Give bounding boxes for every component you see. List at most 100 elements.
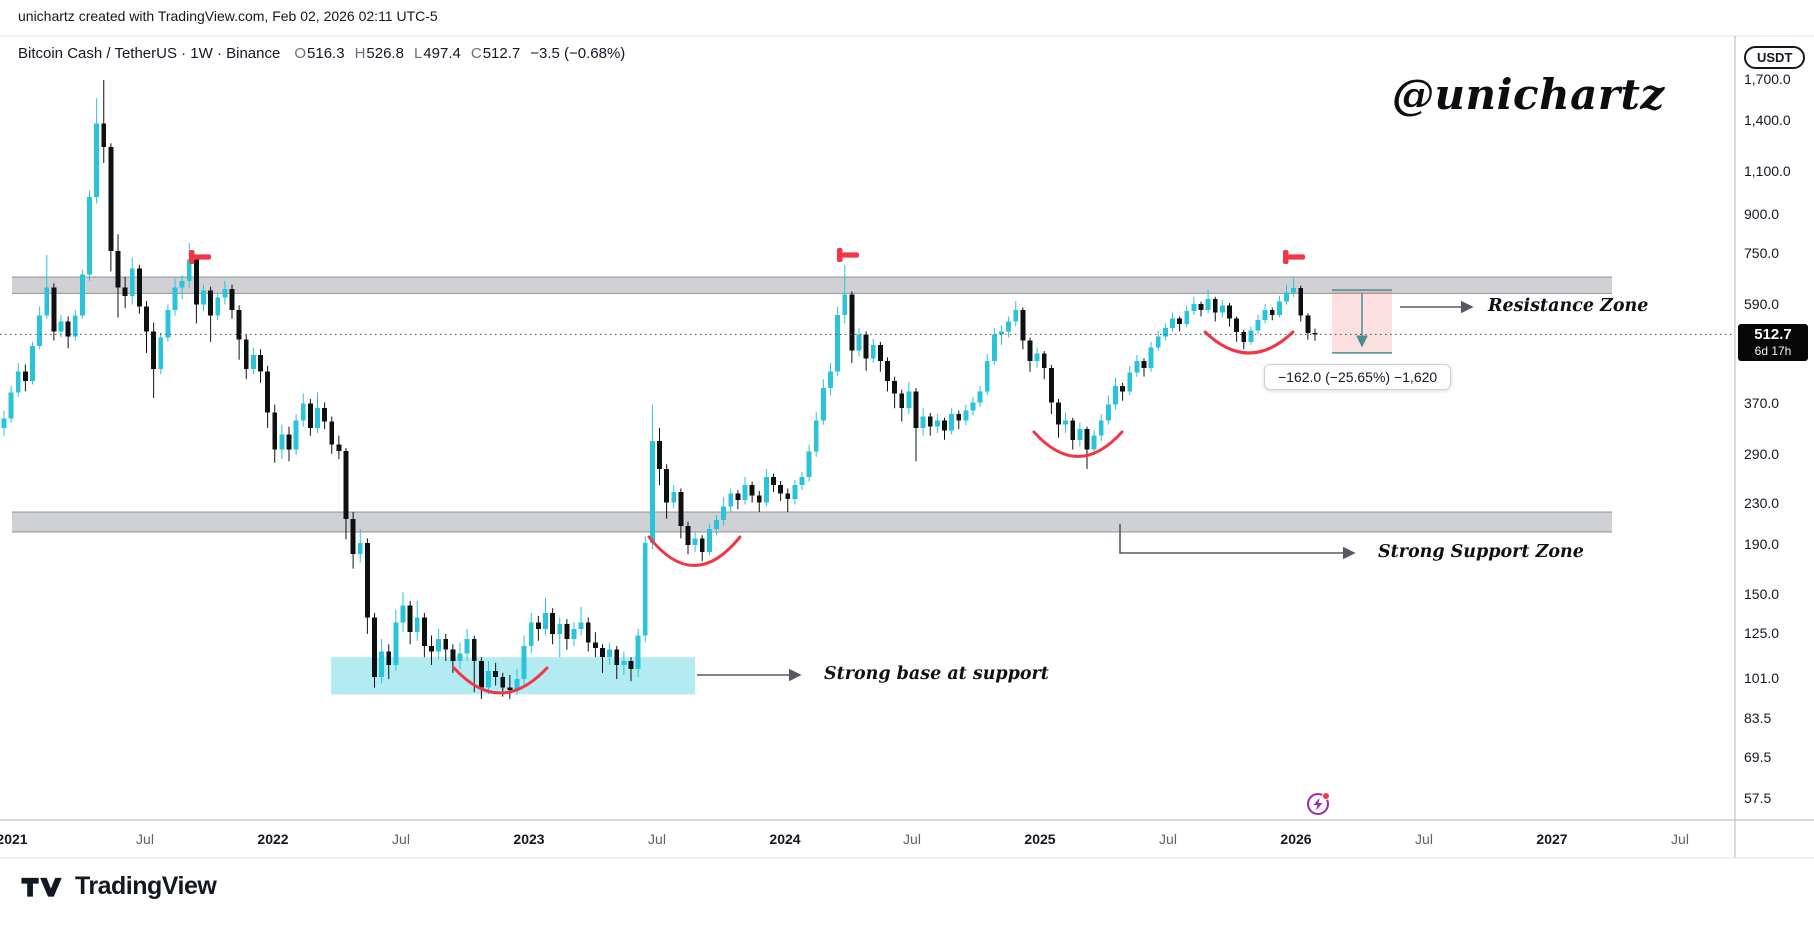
- candle-body: [65, 321, 71, 337]
- rounding-arc[interactable]: [1203, 330, 1295, 355]
- time-tick-year: 2025: [1024, 831, 1056, 847]
- candle-body: [364, 542, 370, 618]
- candle-body: [528, 622, 534, 647]
- candle-body: [1098, 420, 1104, 436]
- candle-body: [429, 646, 434, 652]
- candle-body: [15, 371, 21, 393]
- candle-body: [1248, 330, 1254, 342]
- candle-body: [1048, 367, 1054, 403]
- candle-body: [51, 287, 57, 332]
- candle-body: [543, 612, 548, 629]
- candle-body: [735, 493, 741, 500]
- candle-body: [1070, 420, 1076, 440]
- resistance-zone-text[interactable]: Resistance Zone: [1488, 296, 1649, 316]
- support-zone-box[interactable]: [12, 511, 1612, 533]
- currency-toggle-button[interactable]: USDT: [1744, 46, 1806, 69]
- rounding-arc[interactable]: [452, 666, 549, 695]
- tradingview-logo-icon: [21, 877, 62, 897]
- price-tick: 590.0: [1744, 295, 1780, 312]
- candle-body: [984, 361, 990, 392]
- time-tick-month: Jul: [1415, 831, 1433, 847]
- candle-body: [443, 639, 449, 650]
- ohlc-open: O516.3: [294, 45, 345, 62]
- candle-body: [963, 410, 969, 421]
- candle-body: [863, 334, 869, 359]
- candle-body: [521, 646, 527, 680]
- candle-body: [1227, 305, 1232, 319]
- candle-body: [934, 420, 940, 427]
- candle-body: [870, 344, 876, 359]
- candle-body: [179, 280, 185, 288]
- support-zone-text[interactable]: Strong Support Zone: [1378, 542, 1584, 562]
- candle-body: [208, 290, 214, 316]
- candle-body: [1291, 287, 1297, 293]
- hammer-icon[interactable]: [1283, 250, 1305, 264]
- candle-body: [792, 485, 798, 499]
- candle-body: [999, 331, 1004, 335]
- export-caption: unichartz created with TradingView.com, …: [18, 8, 438, 24]
- candle-body: [1077, 429, 1083, 440]
- candle-body: [243, 339, 249, 370]
- candle-body: [1084, 429, 1090, 450]
- candle-body: [1255, 320, 1261, 331]
- candle-body: [585, 622, 591, 643]
- time-axis[interactable]: 2021 Jul 2022 Jul 2023 Jul 2024 Jul 2025 Jul 2026 J…: [0, 822, 1814, 858]
- candle-body: [500, 677, 506, 688]
- candle-body: [949, 414, 955, 431]
- resistance-zone-box[interactable]: [12, 276, 1612, 294]
- candle-body: [642, 542, 648, 636]
- hammer-icon[interactable]: [837, 248, 859, 262]
- time-tick-month: Jul: [392, 831, 410, 847]
- candle-body: [1212, 299, 1218, 313]
- candle-body: [763, 476, 769, 503]
- hammer-icon[interactable]: [189, 250, 211, 264]
- candle-body: [407, 605, 413, 633]
- price-tick: 1,700.0: [1744, 71, 1791, 87]
- candle-body: [813, 420, 819, 452]
- candle-body: [322, 408, 328, 422]
- candle-body: [1056, 402, 1061, 425]
- time-tick-month: Jul: [648, 831, 666, 847]
- support-callout-arrow[interactable]: [1119, 524, 1356, 560]
- candle-body: [600, 647, 605, 658]
- base-support-box[interactable]: [331, 657, 695, 695]
- candle-body: [835, 314, 841, 372]
- tradingview-logo[interactable]: TradingView: [20, 872, 217, 901]
- time-tick-year: 2023: [513, 831, 545, 847]
- time-tick-month: Jul: [136, 831, 154, 847]
- price-axis[interactable]: 1,700.0 1,400.0 1,100.0 900.0 750.0 590.0 370.…: [1735, 0, 1814, 860]
- base-support-text[interactable]: Strong base at support: [824, 664, 1049, 684]
- candle-body: [1162, 328, 1168, 337]
- candle-body: [122, 287, 128, 296]
- rounding-arc[interactable]: [647, 535, 742, 567]
- last-price-label: 512.7 6d 17h: [1738, 324, 1808, 362]
- candle-body: [706, 528, 712, 552]
- candle-body: [535, 622, 541, 629]
- symbol-name[interactable]: Bitcoin Cash / TetherUS · 1W · Binance: [18, 45, 281, 62]
- candle-body: [607, 649, 613, 658]
- rounding-arc[interactable]: [1032, 430, 1124, 458]
- candle-body: [771, 476, 776, 486]
- candle-body: [614, 649, 620, 665]
- candle-body: [1155, 336, 1161, 348]
- candle-body: [108, 146, 114, 251]
- candle-body: [1170, 318, 1175, 329]
- event-icon[interactable]: [1307, 792, 1330, 815]
- candle-body: [87, 196, 92, 275]
- price-tick: 190.0: [1744, 536, 1780, 552]
- candle-body: [1298, 287, 1304, 316]
- candle-body: [1305, 315, 1311, 334]
- candle-body: [977, 391, 983, 403]
- projection-tooltip[interactable]: −162.0 (−25.65%) −1,620: [1264, 364, 1452, 390]
- time-tick-year: 2026: [1280, 831, 1312, 847]
- candle-body: [1234, 318, 1240, 333]
- candle-body: [279, 434, 285, 450]
- candle-body: [72, 315, 78, 337]
- price-tick: 150.0: [1744, 586, 1780, 603]
- price-tick: 230.0: [1744, 495, 1780, 512]
- candle-body: [329, 421, 335, 445]
- candle-body: [778, 485, 784, 494]
- candle-body: [8, 392, 14, 419]
- candle-body: [1063, 420, 1069, 425]
